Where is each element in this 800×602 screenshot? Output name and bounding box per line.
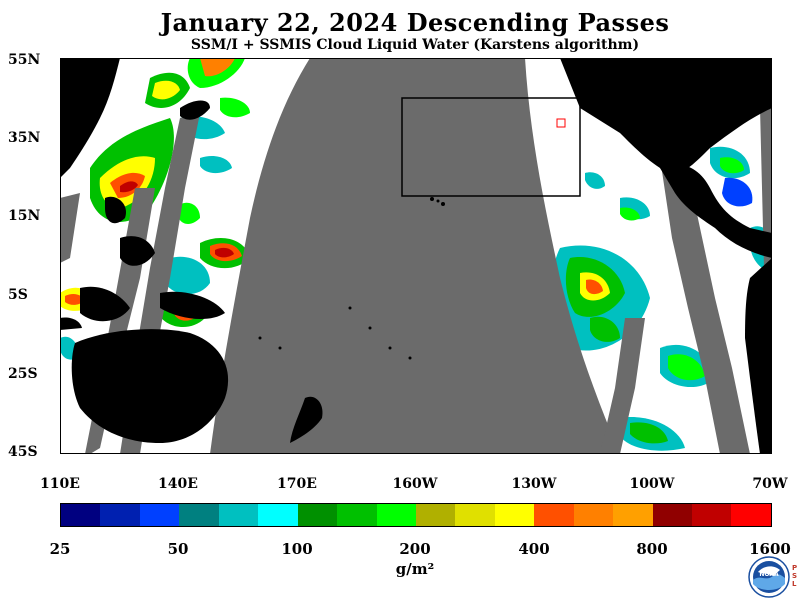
north-america xyxy=(560,58,772,175)
lat-label-5s: 5S xyxy=(8,287,28,303)
pacific-islands xyxy=(258,197,445,360)
noaa-logo: NOAA xyxy=(748,556,790,598)
philippines xyxy=(120,236,155,266)
landmasses xyxy=(60,58,772,454)
colorbar-swatch-9 xyxy=(415,504,456,526)
colorbar-tick-1600: 1600 xyxy=(749,540,791,558)
colorbar-swatch-10 xyxy=(455,504,495,526)
satellite-map xyxy=(60,58,772,454)
red-marker xyxy=(556,118,566,128)
map-title: January 22, 2024 Descending Passes xyxy=(160,8,670,37)
sumatra xyxy=(60,317,82,330)
map-border xyxy=(60,58,772,454)
east-swath-1 xyxy=(660,158,750,454)
colorbar-swatch-16 xyxy=(692,504,732,526)
colorbar-swatch-12 xyxy=(534,504,574,526)
central-pacific-swath xyxy=(210,58,620,454)
new-zealand xyxy=(290,396,323,443)
lon-label-160w: 160W xyxy=(392,476,438,492)
colorbar-tick-100: 100 xyxy=(281,540,313,558)
colorbar-tick-50: 50 xyxy=(167,540,189,558)
colorbar-swatch-14 xyxy=(613,504,653,526)
colorbar-swatch-11 xyxy=(494,504,535,526)
colorbar-swatch-2 xyxy=(139,504,180,526)
colorbar-swatch-17 xyxy=(731,504,771,526)
lat-label-35n: 35N xyxy=(8,130,41,146)
lon-label-140e: 140E xyxy=(158,476,198,492)
colorbar-tick-800: 800 xyxy=(636,540,668,558)
borneo xyxy=(80,286,130,322)
lon-label-70w: 70W xyxy=(752,476,788,492)
colorbar-tick-400: 400 xyxy=(518,540,550,558)
colorbar-swatch-8 xyxy=(376,504,416,526)
taiwan xyxy=(105,196,126,224)
colorbar-swatch-3 xyxy=(179,504,219,526)
west-swath-edge xyxy=(60,193,80,263)
colorbar-swatch-4 xyxy=(218,504,259,526)
colorbar-swatch-1 xyxy=(100,504,140,526)
colorbar xyxy=(60,503,772,527)
lat-label-55n: 55N xyxy=(8,52,41,68)
lat-label-25s: 25S xyxy=(8,366,38,382)
colorbar-swatch-7 xyxy=(337,504,377,526)
australia xyxy=(71,329,229,443)
colorbar-swatch-6 xyxy=(297,504,338,526)
lon-label-170e: 170E xyxy=(277,476,317,492)
asia-landmass xyxy=(60,58,120,178)
south-america xyxy=(745,258,772,454)
colorbar-tick-25: 25 xyxy=(49,540,71,558)
noaa-logo-text: NOAA xyxy=(759,571,779,578)
lat-label-45s: 45S xyxy=(8,444,38,460)
map-subtitle: SSM/I + SSMIS Cloud Liquid Water (Karste… xyxy=(190,37,640,53)
lon-label-110e: 110E xyxy=(40,476,80,492)
colorbar-swatch-0 xyxy=(61,504,101,526)
lon-label-100w: 100W xyxy=(629,476,675,492)
colorbar-units: g/m² xyxy=(395,560,435,578)
east-swath-2 xyxy=(600,318,645,454)
japan xyxy=(180,100,210,120)
lon-label-130w: 130W xyxy=(511,476,557,492)
lat-label-15n: 15N xyxy=(8,208,41,224)
map-canvas xyxy=(60,58,772,454)
colorbar-swatch-15 xyxy=(652,504,692,526)
colorbar-tick-200: 200 xyxy=(399,540,431,558)
new-guinea xyxy=(160,291,225,320)
region-box xyxy=(401,97,581,197)
colorbar-swatch-13 xyxy=(573,504,614,526)
central-america xyxy=(660,164,772,258)
colorbar-swatch-5 xyxy=(258,504,298,526)
